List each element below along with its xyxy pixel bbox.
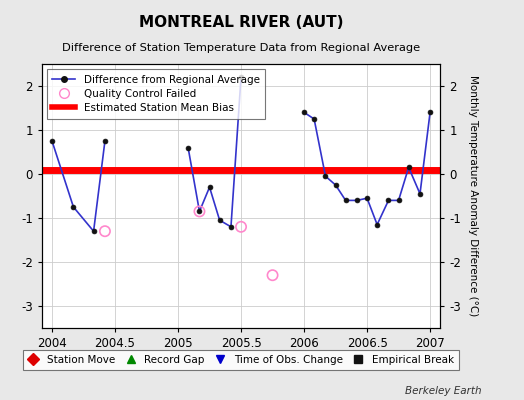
Text: Difference of Station Temperature Data from Regional Average: Difference of Station Temperature Data f… xyxy=(62,44,420,54)
Text: Berkeley Earth: Berkeley Earth xyxy=(406,386,482,396)
Legend: Station Move, Record Gap, Time of Obs. Change, Empirical Break: Station Move, Record Gap, Time of Obs. C… xyxy=(23,350,459,370)
Point xyxy=(268,272,277,278)
Point xyxy=(195,208,204,214)
Point xyxy=(101,228,109,234)
Y-axis label: Monthly Temperature Anomaly Difference (°C): Monthly Temperature Anomaly Difference (… xyxy=(468,75,478,317)
Text: MONTREAL RIVER (AUT): MONTREAL RIVER (AUT) xyxy=(139,15,343,30)
Point xyxy=(237,224,245,230)
